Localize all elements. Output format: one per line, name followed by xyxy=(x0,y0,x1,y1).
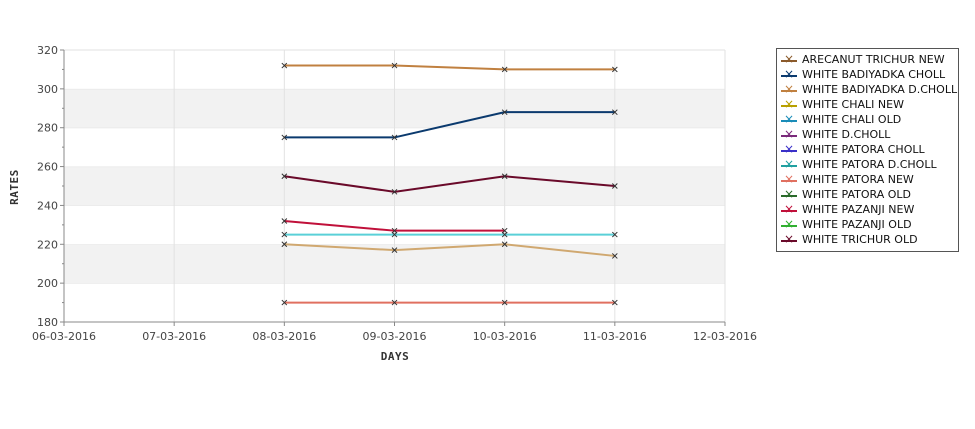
legend-item: × ARECANUT TRICHUR NEW xyxy=(781,52,945,67)
data-point xyxy=(501,173,508,180)
legend-label: WHITE PAZANJI NEW xyxy=(802,203,915,216)
legend-label: WHITE TRICHUR OLD xyxy=(802,233,918,246)
data-point xyxy=(611,299,618,306)
legend-label: WHITE PATORA NEW xyxy=(802,173,914,186)
y-tick-labels: 180 200 220 240 260 280 300 320 xyxy=(37,44,64,329)
legend-swatch: × xyxy=(781,202,797,216)
x-tick-label: 12-03-2016 xyxy=(693,330,757,343)
x-tick-label: 07-03-2016 xyxy=(142,330,206,343)
data-point xyxy=(611,253,618,259)
legend-item: × WHITE PATORA D.CHOLL xyxy=(781,157,937,172)
x-tick-label: 06-03-2016 xyxy=(32,330,96,343)
y-tick-label: 300 xyxy=(37,83,58,96)
legend-item: × WHITE BADIYADKA CHOLL xyxy=(781,67,945,82)
y-tick-label: 260 xyxy=(37,161,58,174)
data-point xyxy=(611,66,618,73)
x-tick-labels: 06-03-2016 07-03-2016 08-03-2016 09-03-2016… xyxy=(32,322,757,343)
legend-swatch: × xyxy=(781,112,797,126)
series-points xyxy=(281,62,618,306)
legend-item: × WHITE PATORA NEW xyxy=(781,172,914,187)
data-point xyxy=(281,62,288,69)
legend-swatch: × xyxy=(781,67,797,81)
data-point xyxy=(281,299,288,306)
data-point xyxy=(281,173,288,180)
data-point xyxy=(611,183,618,189)
data-point xyxy=(501,299,508,306)
legend-item: × WHITE CHALI NEW xyxy=(781,97,904,112)
data-point xyxy=(391,231,398,238)
y-tick-label: 200 xyxy=(37,277,58,290)
legend-item: × WHITE PATORA CHOLL xyxy=(781,142,925,157)
legend-swatch: × xyxy=(781,142,797,156)
data-point xyxy=(281,218,288,224)
legend-label: WHITE BADIYADKA D.CHOLL xyxy=(802,83,958,96)
legend-swatch: × xyxy=(781,217,797,231)
legend-item: × WHITE PAZANJI OLD xyxy=(781,217,912,232)
legend-swatch: × xyxy=(781,232,797,246)
y-tick-label: 240 xyxy=(37,199,58,212)
series-line xyxy=(284,111,615,139)
data-point xyxy=(391,188,398,195)
legend-label: WHITE BADIYADKA CHOLL xyxy=(802,68,946,81)
y-tick-label: 320 xyxy=(37,44,58,57)
data-point xyxy=(391,62,398,69)
x-tick-label: 09-03-2016 xyxy=(363,330,427,343)
data-point xyxy=(501,241,508,248)
data-point xyxy=(501,66,508,73)
data-point xyxy=(501,231,508,238)
legend-label: WHITE PATORA OLD xyxy=(802,188,912,201)
x-tick-label: 08-03-2016 xyxy=(252,330,316,343)
legend-label: WHITE PATORA CHOLL xyxy=(802,143,925,156)
series-line xyxy=(284,64,615,71)
legend-item: × WHITE D.CHOLL xyxy=(781,127,890,142)
data-point xyxy=(281,134,288,141)
legend-item: × WHITE BADIYADKA D.CHOLL xyxy=(781,82,957,97)
legend-swatch: × xyxy=(781,157,797,171)
legend-swatch: × xyxy=(781,52,797,66)
legend-swatch: × xyxy=(781,97,797,111)
data-point xyxy=(391,134,398,141)
legend-swatch: × xyxy=(781,187,797,201)
legend-item: × WHITE TRICHUR OLD xyxy=(781,232,918,247)
y-tick-label: 180 xyxy=(37,316,58,329)
data-point xyxy=(611,231,618,238)
legend: × ARECANUT TRICHUR NEW × WHITE BADIYADKA CH… xyxy=(776,48,959,252)
y-tick-label: 220 xyxy=(37,238,58,251)
data-point xyxy=(391,299,398,306)
y-tick-label: 280 xyxy=(37,122,58,135)
legend-label: WHITE PAZANJI OLD xyxy=(802,218,912,231)
series-line xyxy=(284,175,615,193)
series-line xyxy=(284,243,615,257)
legend-swatch: × xyxy=(781,82,797,96)
legend-swatch: × xyxy=(781,172,797,186)
x-tick-label: 11-03-2016 xyxy=(583,330,647,343)
legend-item: × WHITE CHALI OLD xyxy=(781,112,901,127)
legend-swatch: × xyxy=(781,127,797,141)
legend-label: WHITE D.CHOLL xyxy=(802,128,891,141)
data-point xyxy=(611,109,618,116)
data-point xyxy=(281,231,288,238)
x-axis-title: DAYS xyxy=(381,350,410,363)
data-point xyxy=(501,109,508,116)
legend-item: × WHITE PAZANJI NEW xyxy=(781,202,914,217)
legend-label: WHITE PATORA D.CHOLL xyxy=(802,158,937,171)
legend-label: WHITE CHALI NEW xyxy=(802,98,904,111)
legend-label: ARECANUT TRICHUR NEW xyxy=(802,53,945,66)
x-tick-label: 10-03-2016 xyxy=(473,330,537,343)
data-point xyxy=(281,241,288,248)
legend-label: WHITE CHALI OLD xyxy=(802,113,902,126)
legend-item: × WHITE PATORA OLD xyxy=(781,187,911,202)
data-point xyxy=(391,247,398,253)
y-axis-title: RATES xyxy=(8,169,21,205)
